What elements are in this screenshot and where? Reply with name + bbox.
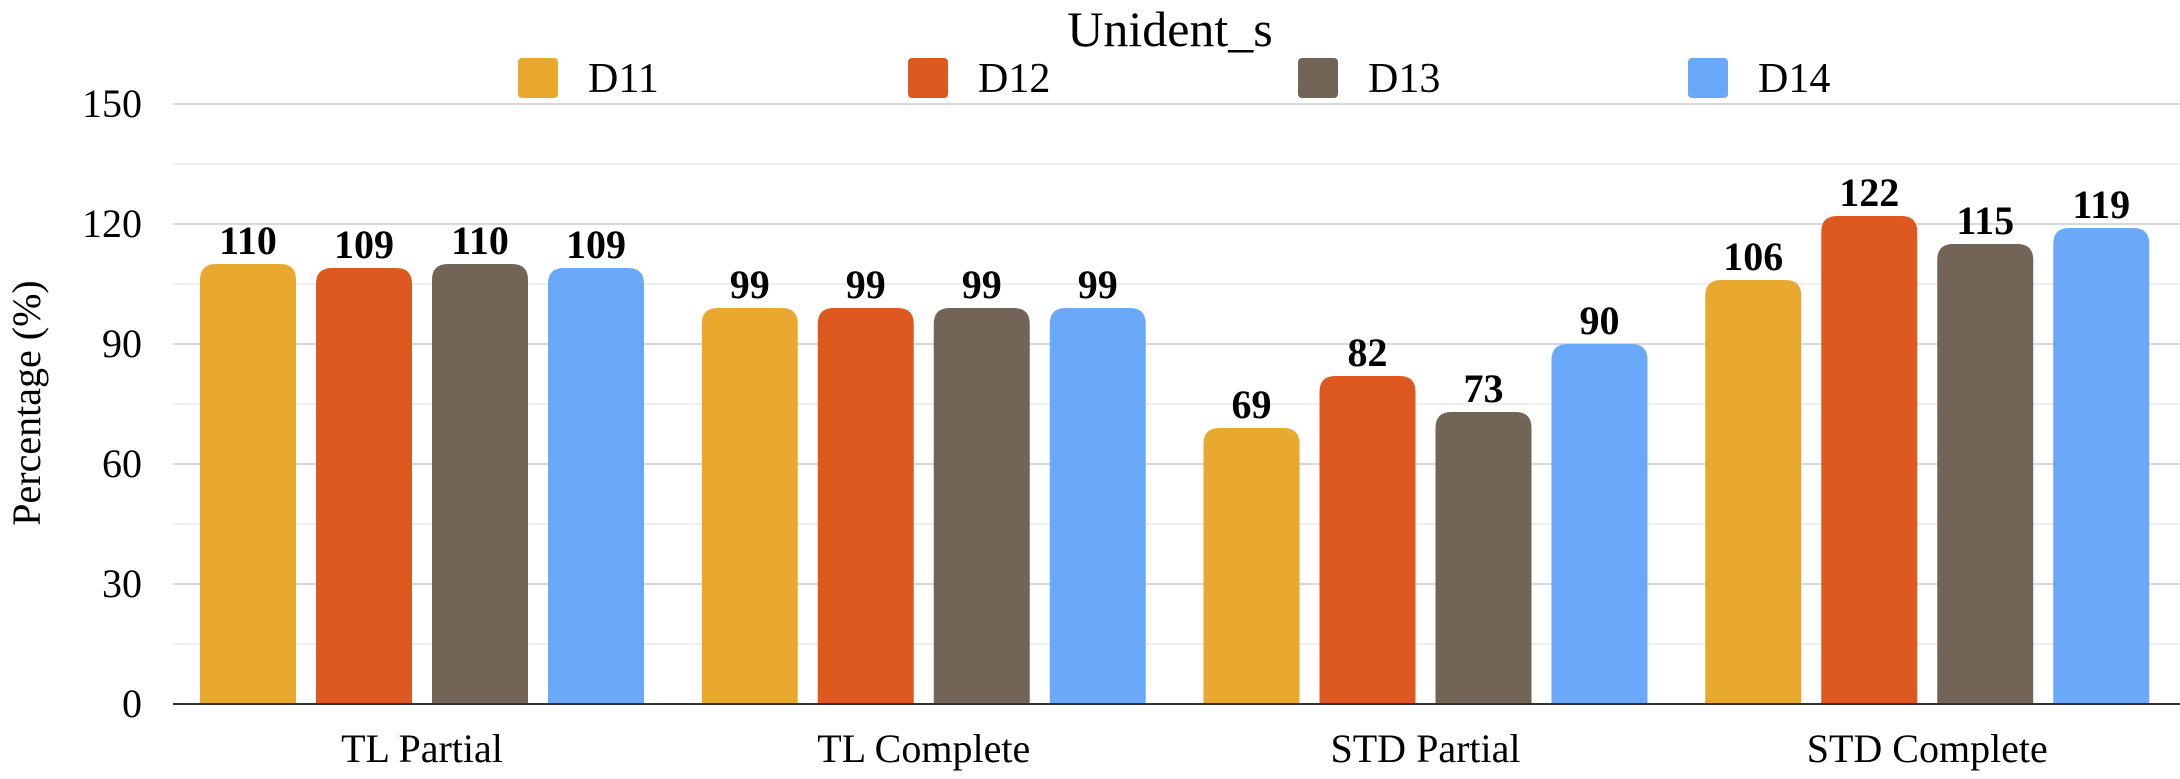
data-label: 99 (1078, 262, 1118, 307)
data-label: 109 (334, 222, 394, 267)
data-label: 115 (1956, 198, 2014, 243)
bar-d12-tl-complete (817, 308, 914, 704)
y-tick-label: 90 (102, 321, 142, 366)
bar-d13-tl-complete (933, 308, 1030, 704)
x-axis-category-labels: TL Partial TL Complete STD Partial STD Comp… (341, 726, 2048, 771)
bar-d12-tl-partial (316, 268, 412, 704)
bars (200, 216, 2150, 704)
y-tick-label: 60 (102, 441, 142, 486)
x-category-label: TL Complete (817, 726, 1030, 771)
legend: D11 D12 D13 D14 (518, 56, 1830, 102)
data-label: 109 (566, 222, 626, 267)
data-label: 73 (1464, 366, 1504, 411)
bar-d11-std-complete (1705, 280, 1802, 704)
legend-label: D13 (1368, 56, 1440, 102)
bar-d11-std-partial (1203, 428, 1300, 704)
legend-label: D14 (1758, 56, 1830, 102)
bar-d13-std-partial (1435, 412, 1532, 704)
bar-d14-tl-complete (1049, 308, 1146, 704)
bar-d14-std-complete (2053, 228, 2150, 704)
y-tick-label: 150 (82, 81, 142, 126)
bar-d14-std-partial (1551, 344, 1648, 704)
y-tick-label: 30 (102, 561, 142, 606)
value-labels: 110 109 110 109 99 99 99 99 69 82 73 90 106 122 115 119 (219, 170, 2130, 427)
data-label: 90 (1580, 298, 1620, 343)
chart-title: Unident_s (1067, 1, 1273, 57)
bar-d11-tl-partial (200, 264, 296, 704)
legend-swatch (1688, 58, 1728, 98)
y-tick-label: 120 (82, 201, 142, 246)
bar-d14-tl-partial (548, 268, 644, 704)
data-label: 122 (1839, 170, 1899, 215)
bar-d13-std-complete (1937, 244, 2034, 704)
y-tick-label: 0 (122, 681, 142, 726)
legend-label: D12 (978, 56, 1050, 102)
data-label: 106 (1723, 234, 1783, 279)
bar-d12-std-complete (1821, 216, 1918, 704)
data-label: 69 (1232, 382, 1272, 427)
x-category-label: STD Complete (1807, 726, 2048, 771)
data-label: 99 (962, 262, 1002, 307)
data-label: 99 (846, 262, 886, 307)
x-category-label: STD Partial (1331, 726, 1521, 771)
bar-d12-std-partial (1319, 376, 1416, 704)
data-label: 82 (1348, 330, 1388, 375)
data-label: 110 (451, 218, 509, 263)
data-label: 110 (219, 218, 277, 263)
x-category-label: TL Partial (341, 726, 503, 771)
legend-swatch (1298, 58, 1338, 98)
y-axis-ticks: 0 30 60 90 120 150 (82, 81, 142, 726)
legend-label: D11 (588, 56, 659, 102)
bar-d11-tl-complete (701, 308, 798, 704)
data-label: 99 (730, 262, 770, 307)
y-axis-label: Percentage (%) (4, 280, 49, 525)
bar-d13-tl-partial (432, 264, 528, 704)
data-label: 119 (2072, 182, 2130, 227)
legend-swatch (518, 58, 558, 98)
legend-swatch (908, 58, 948, 98)
